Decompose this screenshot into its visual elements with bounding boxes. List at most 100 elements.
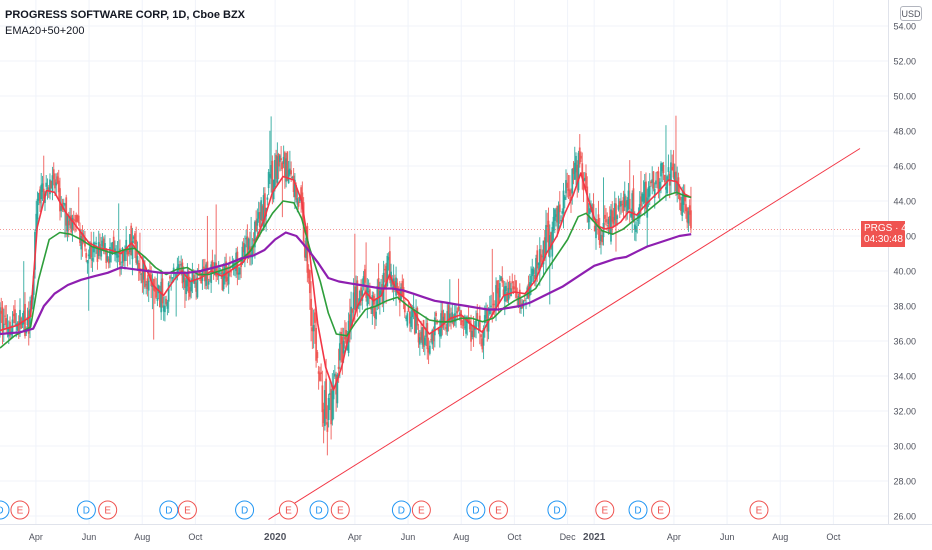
indicator-legend[interactable]: EMA20+50+200 [5, 25, 85, 37]
candle-body [209, 279, 211, 281]
dividend-marker[interactable]: D [76, 500, 96, 520]
event-circle [547, 500, 567, 520]
time-axis[interactable]: Apr Jun Aug Oct 2020 Apr Jun Aug Oct Dec 2021 Apr Ju… [29, 532, 841, 543]
candle-body [363, 269, 366, 283]
series-trendline [268, 148, 861, 520]
earnings-marker[interactable]: E [330, 500, 350, 520]
earnings-marker[interactable]: E [10, 500, 30, 520]
earnings-marker[interactable]: E [595, 500, 615, 520]
candle-body [523, 300, 526, 302]
earnings-marker[interactable]: E [177, 500, 197, 520]
dividend-marker[interactable]: D [0, 500, 10, 520]
candle-body [380, 289, 382, 295]
candle-body [220, 272, 223, 274]
candle-body [553, 209, 556, 221]
candle-body [597, 214, 600, 227]
event-label: E [657, 506, 664, 517]
earnings-marker[interactable]: E [651, 500, 671, 520]
candle-body [62, 202, 65, 204]
candle-body [407, 305, 410, 312]
candle-body [561, 211, 564, 214]
candle-body [186, 272, 189, 287]
dividend-marker[interactable]: D [391, 500, 411, 520]
candle-body [496, 280, 499, 294]
candle-body [605, 219, 607, 223]
price-symbol: PRGS [864, 223, 893, 234]
candle-body [278, 155, 281, 162]
candle-body [57, 180, 60, 193]
candle-body [311, 327, 314, 332]
candle-body [122, 250, 125, 262]
candle-body [566, 182, 569, 188]
candle-body [157, 285, 160, 294]
candle-body [160, 281, 163, 313]
candle-body [368, 289, 371, 299]
y-tick-label: 48.00 [893, 127, 916, 137]
candle-body [296, 198, 299, 205]
candle-body [462, 316, 465, 326]
candle-body [517, 296, 520, 307]
earnings-marker[interactable]: E [411, 500, 431, 520]
candle-body [557, 205, 560, 231]
candle-body [468, 320, 471, 330]
event-label: E [337, 506, 344, 517]
dividend-marker[interactable]: D [466, 500, 486, 520]
dividend-marker[interactable]: D [628, 500, 648, 520]
candle-body [136, 256, 139, 265]
currency-button[interactable]: USD [900, 6, 922, 21]
candle-body [620, 201, 622, 207]
candle-body [386, 255, 389, 287]
candle-body [562, 190, 565, 214]
events-row: DEDEDEDEDEDEDEDEDEE [0, 500, 769, 520]
candle-body [511, 281, 514, 284]
candle-body [175, 274, 178, 278]
y-tick-label: 26.00 [893, 512, 916, 522]
candle-body [32, 275, 35, 295]
candle-body [140, 273, 143, 275]
candle-body [547, 220, 550, 250]
candle-body [420, 331, 422, 341]
candle-body [262, 195, 265, 230]
earnings-marker[interactable]: E [98, 500, 118, 520]
candle-body [558, 204, 561, 213]
candle-body [227, 270, 230, 285]
candle-body [273, 160, 276, 188]
candle-body [60, 206, 63, 211]
candle-body [316, 352, 319, 359]
candle-body [572, 167, 575, 174]
symbol-title[interactable]: PROGRESS SOFTWARE CORP, 1D, Cboe BZX [5, 9, 245, 21]
candle-body [104, 243, 106, 250]
candle-body [39, 189, 41, 204]
candle-body [256, 218, 259, 226]
candle-body [610, 209, 612, 242]
candle-body [47, 187, 50, 192]
candle-body [171, 277, 174, 279]
candle-body [40, 184, 43, 200]
earnings-marker[interactable]: E [749, 500, 769, 520]
candle-body [0, 307, 1, 334]
candle-body [622, 197, 625, 212]
candle-body [665, 187, 667, 190]
candle-body [70, 215, 73, 233]
candle-body [535, 258, 537, 279]
candle-body [19, 309, 21, 326]
candle-body [290, 170, 293, 175]
candle-body [467, 317, 470, 322]
dividend-marker[interactable]: D [159, 500, 179, 520]
earnings-marker[interactable]: E [278, 500, 298, 520]
candle-body [650, 181, 652, 184]
candle-body [686, 207, 689, 223]
dividend-marker[interactable]: D [309, 500, 329, 520]
earnings-marker[interactable]: E [488, 500, 508, 520]
candle-body [358, 291, 361, 306]
candle-body [95, 243, 98, 245]
candle-body [287, 169, 290, 184]
candle-body [360, 287, 362, 296]
candle-body [417, 332, 420, 343]
price-axis[interactable]: 54.0052.0050.0048.0046.0044.0042.0040.00… [893, 22, 916, 522]
candle-body [415, 312, 417, 334]
dividend-marker[interactable]: D [235, 500, 255, 520]
dividend-marker[interactable]: D [547, 500, 567, 520]
candle-body [646, 197, 649, 218]
